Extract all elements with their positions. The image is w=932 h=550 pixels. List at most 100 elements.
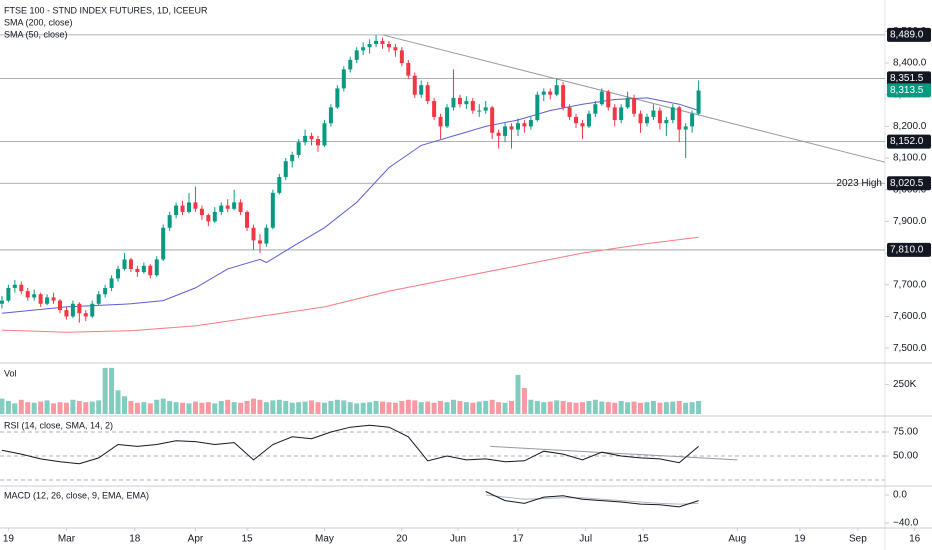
candle-body bbox=[586, 113, 591, 127]
volume-bar bbox=[496, 402, 502, 414]
candle-body bbox=[103, 287, 108, 295]
candle-body bbox=[174, 205, 179, 216]
candle-body bbox=[57, 300, 62, 311]
volume-bar bbox=[147, 403, 153, 414]
volume-bar bbox=[263, 402, 269, 414]
volume-bar bbox=[521, 387, 527, 414]
volume-bar bbox=[663, 402, 669, 414]
volume-bar bbox=[683, 402, 689, 414]
candle-body bbox=[38, 294, 43, 304]
candle-body bbox=[45, 297, 50, 304]
volume-bar bbox=[418, 402, 424, 414]
candle-body bbox=[625, 97, 630, 108]
volume-bar bbox=[276, 399, 282, 414]
volume-bar bbox=[670, 401, 676, 414]
x-tick-label: 20 bbox=[396, 534, 408, 545]
candle-body bbox=[432, 101, 437, 117]
volume-bar bbox=[631, 401, 637, 414]
candle-body bbox=[90, 303, 95, 317]
volume-bar bbox=[321, 402, 327, 414]
candle-body bbox=[341, 69, 346, 89]
volume-bar bbox=[309, 400, 315, 414]
volume-bar bbox=[18, 399, 24, 414]
volume-bar bbox=[121, 396, 127, 414]
candle-body bbox=[657, 110, 662, 124]
candle-body bbox=[322, 123, 327, 146]
candle-body bbox=[445, 107, 450, 127]
candle-body bbox=[309, 135, 314, 140]
volume-bar bbox=[296, 402, 302, 414]
sma-line bbox=[1, 236, 699, 333]
candle-body bbox=[522, 123, 527, 127]
candle-body bbox=[270, 192, 275, 228]
volume-bar bbox=[128, 400, 134, 414]
candle-body bbox=[515, 123, 520, 130]
volume-bar bbox=[360, 402, 366, 414]
candle-body bbox=[212, 211, 217, 222]
candle-body bbox=[477, 110, 482, 112]
volume-bar bbox=[180, 402, 186, 414]
candle-body bbox=[509, 126, 514, 130]
volume-bar bbox=[386, 402, 392, 414]
volume-bar bbox=[554, 400, 560, 414]
candle-body bbox=[580, 123, 585, 127]
volume-bar bbox=[244, 400, 250, 414]
x-tick-label: May bbox=[315, 534, 334, 545]
y-tick-label: 7,900.0 bbox=[893, 216, 927, 227]
candle-body bbox=[96, 294, 101, 304]
candle-body bbox=[116, 268, 121, 279]
volume-bar bbox=[289, 402, 295, 414]
candle-body bbox=[632, 97, 637, 114]
volume-bar bbox=[173, 402, 179, 414]
volume-bar bbox=[373, 400, 379, 414]
x-tick-label: Sep bbox=[849, 534, 867, 545]
chart-title: FTSE 100 - STND INDEX FUTURES, 1D, ICEEU… bbox=[4, 5, 208, 15]
price-tag-label: 8,020.5 bbox=[890, 178, 924, 189]
y-tick-label: 8,100.0 bbox=[893, 153, 927, 164]
volume-bar bbox=[502, 402, 508, 414]
candle-body bbox=[490, 107, 495, 133]
volume-bar bbox=[347, 402, 353, 414]
volume-bar bbox=[567, 402, 573, 414]
volume-bar bbox=[257, 399, 263, 414]
volume-bar bbox=[44, 400, 50, 414]
x-tick-label: 15 bbox=[638, 534, 650, 545]
candle-body bbox=[464, 101, 469, 105]
candle-body bbox=[574, 116, 579, 124]
sma-line bbox=[1, 97, 699, 314]
y-tick-label: 8,400.0 bbox=[893, 58, 927, 69]
candle-body bbox=[264, 227, 269, 244]
volume-bar bbox=[509, 400, 515, 414]
x-tick-label: 19 bbox=[3, 534, 15, 545]
candle-body bbox=[438, 116, 443, 127]
volume-bar bbox=[444, 402, 450, 414]
volume-bar bbox=[425, 401, 431, 414]
volume-bar bbox=[644, 402, 650, 414]
volume-bar bbox=[83, 402, 89, 414]
candle-body bbox=[619, 107, 624, 121]
x-tick-label: Jun bbox=[450, 534, 466, 545]
volume-bar bbox=[592, 399, 598, 414]
volume-bar bbox=[586, 400, 592, 414]
volume-bar bbox=[231, 402, 237, 414]
pane-title: Vol bbox=[4, 368, 17, 378]
candle-body bbox=[109, 278, 114, 288]
volume-bar bbox=[573, 402, 579, 414]
y-tick-label: 7,500.0 bbox=[893, 343, 927, 354]
price-tag-label: 7,810.0 bbox=[890, 245, 924, 256]
volume-bar bbox=[102, 367, 108, 414]
legend-entry: SMA (50, close) bbox=[4, 29, 68, 39]
volume-bar bbox=[625, 402, 631, 414]
volume-bar bbox=[612, 402, 618, 414]
candle-body bbox=[561, 85, 566, 108]
volume-bar bbox=[141, 402, 147, 414]
candle-body bbox=[277, 177, 282, 193]
candle-body bbox=[677, 107, 682, 130]
price-tag bbox=[887, 71, 931, 86]
candle-body bbox=[554, 85, 559, 95]
volume-bar bbox=[483, 400, 489, 414]
candle-body bbox=[238, 202, 243, 212]
x-tick-label: Aug bbox=[728, 534, 746, 545]
volume-bar bbox=[367, 402, 373, 414]
candle-body bbox=[180, 205, 185, 212]
